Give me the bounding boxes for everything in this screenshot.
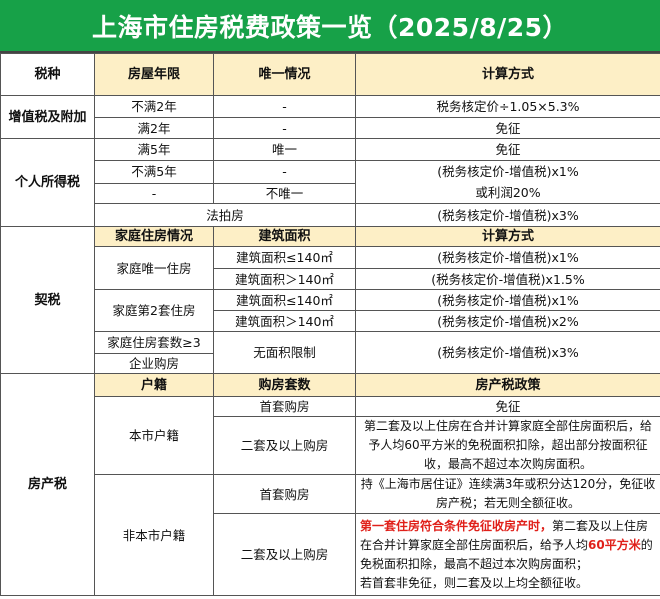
income-formula: (税务核定价-增值税)x1% 或利润20% <box>355 160 660 204</box>
cell: - <box>213 95 356 118</box>
header-row: 税种 房屋年限 唯一情况 计算方式 <box>0 53 660 96</box>
header-count: 购房套数 <box>213 373 356 397</box>
cell: 不唯一 <box>213 182 356 205</box>
header-area: 建筑面积 <box>213 226 356 247</box>
header-household: 家庭住房情况 <box>94 226 214 247</box>
cell: 唯一 <box>213 138 356 161</box>
cell: 免征 <box>355 117 660 139</box>
highlight-text: 第一套住房符合条件免征收房产时， <box>360 518 553 533</box>
table-row: - 不唯一 <box>1 182 660 205</box>
cell: 二套及以上购房 <box>213 416 356 475</box>
cell: 家庭第2套住房 <box>94 289 214 332</box>
deed-tax-label: 契税 <box>0 226 95 374</box>
header-policy: 房产税政策 <box>355 373 660 397</box>
table-row: 法拍房 (税务核定价-增值税)x3% <box>1 203 660 227</box>
header-formula: 计算方式 <box>355 53 660 96</box>
header-tax-type: 税种 <box>0 53 95 96</box>
cell: 本市户籍 <box>94 396 214 475</box>
vat-label: 增值税及附加 <box>0 95 95 139</box>
property-header-row: 房产税 户籍 购房套数 房产税政策 <box>0 373 660 596</box>
cell: 满5年 <box>94 138 214 161</box>
cell: 建筑面积＞140㎡ <box>213 310 356 332</box>
table-row: 个人所得税 满5年 唯一 免征 <box>0 138 660 227</box>
header-hukou: 户籍 <box>94 373 214 397</box>
cell: 家庭住房套数≥3 <box>94 331 214 354</box>
cell: 第二套及以上住房在合并计算家庭全部住房面积后，给予人均60平方米的免税面积扣除，… <box>355 416 660 475</box>
nonlocal-second-policy: 第一套住房符合条件免征收房产时，第二套及以上住房在合并计算家庭全部住房面积后，给… <box>355 513 660 596</box>
policy-text: 的免税面积扣除，最高不超过本次购房面积； <box>360 537 653 571</box>
highlight-text: 60平方米 <box>588 537 641 552</box>
property-tax-label: 房产税 <box>0 373 95 596</box>
cell: 二套及以上购房 <box>213 513 356 596</box>
table-row: 本市户籍 首套购房 免征 <box>1 396 660 475</box>
formula-line: 或利润20% <box>475 185 541 200</box>
cell: 不满5年 <box>94 160 214 184</box>
tax-policy-table: 税种 房屋年限 唯一情况 计算方式 增值税及附加 不满2年 - 税务核定价÷1.… <box>0 53 660 596</box>
table-row: 家庭住房套数≥3 无面积限制 (税务核定价-增值税)x3% <box>1 331 660 374</box>
cell: 建筑面积＞140㎡ <box>213 268 356 290</box>
cell: 不满2年 <box>94 95 214 118</box>
cell: - <box>94 182 214 205</box>
policy-text: 若首套非免征，则二套及以上均全额征收。 <box>360 575 589 590</box>
table-row: 二套及以上购房 第一套住房符合条件免征收房产时，第二套及以上住房在合并计算家庭全… <box>1 513 660 596</box>
cell: (税务核定价-增值税)x2% <box>355 310 660 332</box>
cell: (税务核定价-增值税)x1% <box>355 246 660 269</box>
cell: (税务核定价-增值税)x3% <box>355 331 660 374</box>
policy-text: 第二套及以上住房在合并计算家庭全部住房面积后，给予人均 <box>360 518 649 552</box>
cell: (税务核定价-增值税)x3% <box>355 203 660 227</box>
cell: 免征 <box>355 138 660 161</box>
cell: - <box>213 117 356 139</box>
cell: 家庭唯一住房 <box>94 246 214 290</box>
cell: - <box>213 160 356 184</box>
deed-header-row: 契税 家庭住房情况 建筑面积 计算方式 <box>0 226 660 374</box>
table-row: 家庭第2套住房 建筑面积≤140㎡ (税务核定价-增值税)x1% <box>1 289 660 332</box>
cell: (税务核定价-增值税)x1.5% <box>355 268 660 290</box>
cell: 无面积限制 <box>213 331 356 374</box>
income-tax-label: 个人所得税 <box>0 138 95 227</box>
table-row: 非本市户籍 首套购房 持《上海市居住证》连续满3年或积分达120分，免征收房产税… <box>1 474 660 596</box>
table-row: 二套及以上购房 第二套及以上住房在合并计算家庭全部住房面积后，给予人均60平方米… <box>1 416 660 475</box>
table-row: 增值税及附加 不满2年 - 税务核定价÷1.05×5.3% <box>0 95 660 139</box>
cell: 非本市户籍 <box>94 474 214 596</box>
table-row: 满2年 - 免征 <box>1 117 660 139</box>
cell: 免征 <box>355 396 660 417</box>
table-row: 不满5年 - (税务核定价-增值税)x1% 或利润20% <box>1 160 660 204</box>
cell: 企业购房 <box>94 353 214 374</box>
cell: 持《上海市居住证》连续满3年或积分达120分，免征收房产税；若无则全额征收。 <box>355 474 660 514</box>
cell: 税务核定价÷1.05×5.3% <box>355 95 660 118</box>
cell: 建筑面积≤140㎡ <box>213 289 356 311</box>
cell: 满2年 <box>94 117 214 139</box>
cell: 首套购房 <box>213 396 356 417</box>
cell: (税务核定价-增值税)x1% <box>355 289 660 311</box>
cell: 首套购房 <box>213 474 356 514</box>
table-row: 家庭唯一住房 建筑面积≤140㎡ (税务核定价-增值税)x1% <box>1 246 660 290</box>
header-unique: 唯一情况 <box>213 53 356 96</box>
cell: 建筑面积≤140㎡ <box>213 246 356 269</box>
header-formula: 计算方式 <box>355 226 660 247</box>
header-years: 房屋年限 <box>94 53 214 96</box>
formula-line: (税务核定价-增值税)x1% <box>437 164 579 179</box>
page-title: 上海市住房税费政策一览（2025/8/25） <box>0 0 660 53</box>
auction-label: 法拍房 <box>94 203 356 227</box>
